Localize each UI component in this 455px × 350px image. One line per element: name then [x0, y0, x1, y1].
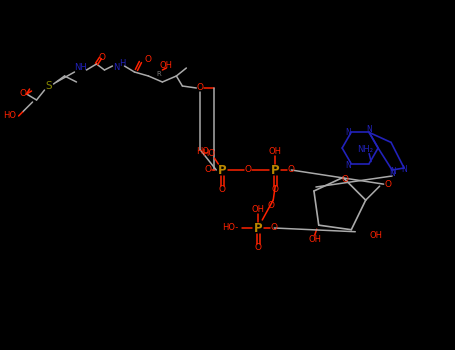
Text: OH: OH — [308, 234, 321, 244]
Text: OH: OH — [369, 231, 382, 240]
Text: HO: HO — [202, 149, 215, 159]
Text: O: O — [342, 175, 349, 184]
Text: N: N — [401, 166, 407, 175]
Text: O: O — [145, 56, 152, 64]
Text: O: O — [272, 186, 279, 195]
Text: S: S — [45, 81, 52, 91]
Text: O: O — [219, 186, 226, 195]
Text: N: N — [345, 128, 351, 137]
Text: OH: OH — [160, 62, 173, 70]
Text: H: H — [119, 60, 126, 69]
Text: N: N — [345, 161, 351, 170]
Text: O: O — [255, 244, 262, 252]
Text: O: O — [99, 54, 106, 63]
Text: R: R — [156, 71, 161, 77]
Text: P: P — [271, 163, 279, 176]
Text: HO: HO — [196, 147, 209, 156]
Text: O: O — [271, 224, 278, 232]
Text: O: O — [197, 84, 204, 92]
Text: O: O — [288, 166, 295, 175]
Text: P: P — [254, 222, 263, 235]
Text: HO: HO — [4, 112, 16, 120]
Text: N: N — [366, 125, 372, 134]
Text: O: O — [19, 90, 26, 98]
Text: N: N — [113, 63, 120, 72]
Text: NH: NH — [74, 63, 87, 72]
Text: OH: OH — [252, 205, 265, 215]
Text: P: P — [218, 163, 227, 176]
Text: OH: OH — [269, 147, 282, 156]
Text: O: O — [205, 166, 212, 175]
Text: HO-: HO- — [222, 224, 238, 232]
Text: O: O — [268, 202, 275, 210]
Text: NH₂: NH₂ — [357, 145, 373, 154]
Text: N: N — [389, 168, 395, 177]
Text: O: O — [245, 166, 252, 175]
Text: O: O — [384, 180, 391, 189]
Text: N: N — [390, 168, 396, 176]
